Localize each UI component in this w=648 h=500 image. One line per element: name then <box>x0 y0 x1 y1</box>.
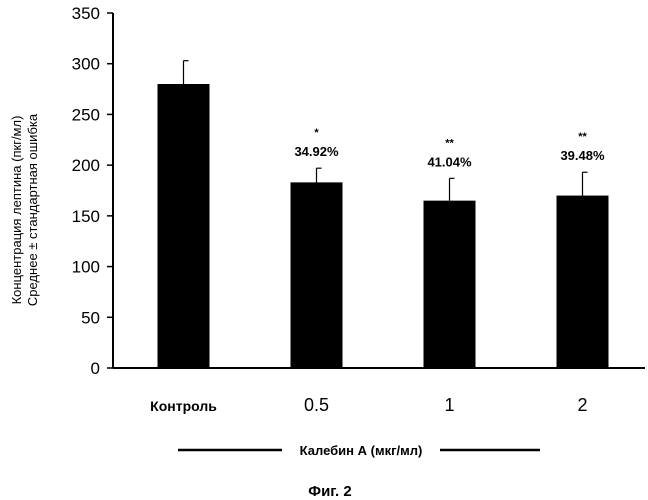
x-tick-label-0: Контроль <box>150 398 217 414</box>
data-label-3: 39.48% <box>560 148 605 163</box>
significance-marker-2: ** <box>445 137 454 149</box>
y-axis-label-line2: Среднее ± стандартная ошибка <box>25 113 40 306</box>
x-tick-labels: Контроль 0.5 1 2 <box>150 395 587 415</box>
y-tick-label: 300 <box>72 55 100 74</box>
bar-1 <box>291 182 343 368</box>
significance-marker-3: ** <box>578 131 587 143</box>
y-axis-label-line1: Концентрация лептина (пкг/мл) <box>9 116 24 305</box>
bars: * 34.92% ** 41.04% ** 39.48% <box>158 61 609 368</box>
y-tick-label: 0 <box>91 359 100 378</box>
data-label-1: 34.92% <box>294 144 339 159</box>
y-tick-label: 250 <box>72 105 100 124</box>
significance-marker-1: * <box>314 127 319 139</box>
x-axis-label: Калебин А (мкг/мл) <box>300 443 423 458</box>
y-tick-label: 100 <box>72 258 100 277</box>
y-ticks: 0 50 100 150 200 250 300 350 <box>72 4 113 378</box>
y-tick-label: 150 <box>72 207 100 226</box>
bar-0 <box>158 84 210 368</box>
figure-caption: Фиг. 2 <box>308 483 351 500</box>
y-tick-label: 350 <box>72 4 100 23</box>
data-label-2: 41.04% <box>427 154 472 169</box>
bar-2 <box>424 201 476 368</box>
y-tick-label: 200 <box>72 156 100 175</box>
x-tick-label-3: 2 <box>577 395 587 415</box>
x-tick-label-1: 0.5 <box>304 395 329 415</box>
y-tick-label: 50 <box>81 308 100 327</box>
bar-3 <box>557 196 609 368</box>
x-tick-label-2: 1 <box>444 395 454 415</box>
